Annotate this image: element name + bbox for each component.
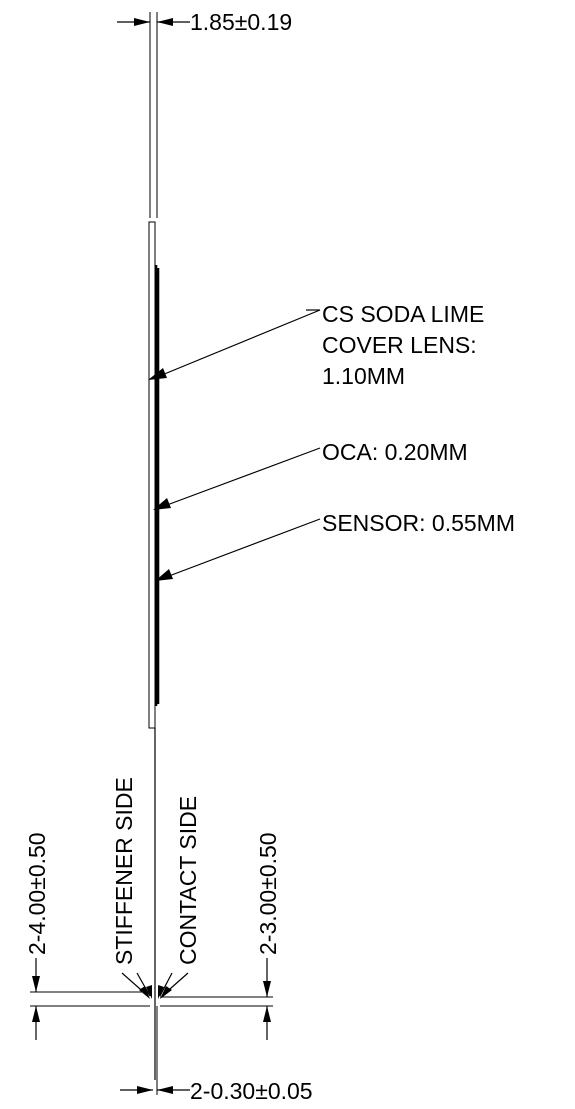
contact-side-label: CONTACT SIDE: [175, 796, 201, 965]
contact-offset-dimension: 2-3.00±0.50: [160, 832, 281, 1040]
oca-leader-line: [166, 447, 321, 506]
sensor-leader-line: [168, 518, 321, 577]
arrowhead-icon: [158, 985, 164, 999]
cover-lens-callout: CS SODA LIME COVER LENS: 1.10MM: [148, 301, 484, 389]
oca-callout: OCA: 0.20MM: [153, 439, 468, 510]
stiffener-side-label: STIFFENER SIDE: [111, 777, 137, 965]
arrowhead-icon: [157, 18, 173, 26]
top-thickness-label: 1.85±0.19: [190, 9, 292, 35]
cover-lens-layer: [148, 221, 156, 729]
tail-thickness-label: 2-0.30±0.05: [190, 1078, 313, 1104]
arrowhead-icon: [160, 986, 172, 999]
oca-label: OCA: 0.20MM: [322, 439, 468, 465]
arrowhead-icon: [263, 1006, 271, 1022]
stiffener-offset-label: 2-4.00±0.50: [24, 832, 50, 955]
stiffener-offset-dimension: 2-4.00±0.50: [24, 832, 150, 1040]
contact-offset-label: 2-3.00±0.50: [255, 832, 281, 955]
contact-leader-1: [159, 972, 173, 997]
sensor-label: SENSOR: 0.55MM: [322, 510, 515, 536]
arrowhead-icon: [157, 1086, 173, 1094]
top-thickness-dimension: 1.85±0.19: [117, 9, 292, 218]
arrowhead-icon: [155, 569, 173, 581]
arrowhead-icon: [137, 1086, 153, 1094]
arrowhead-icon: [134, 18, 150, 26]
tail-thickness-dimension: 2-0.30±0.05: [120, 1006, 313, 1104]
arrowhead-icon: [153, 498, 171, 510]
sensor-callout: SENSOR: 0.55MM: [155, 510, 515, 581]
layer-stack: [148, 221, 160, 1080]
cover-lens-label-line-3: 1.10MM: [322, 363, 405, 389]
cover-lens-leader-line: [161, 309, 321, 376]
arrowhead-icon: [148, 368, 167, 380]
cover-lens-label-line-2: COVER LENS:: [322, 332, 477, 358]
cover-lens-label-line-1: CS SODA LIME: [322, 301, 484, 327]
arrowhead-icon: [32, 976, 40, 992]
arrowhead-icon: [263, 981, 271, 997]
arrowhead-icon: [32, 1006, 40, 1022]
